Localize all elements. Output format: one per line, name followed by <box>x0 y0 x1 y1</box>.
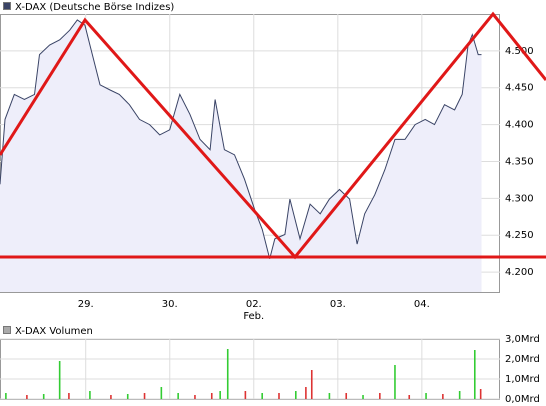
volume-bar <box>26 395 28 399</box>
legend-icon <box>3 326 11 334</box>
y-tick-label: 1,0Mrd <box>505 374 540 385</box>
volume-bar <box>305 387 307 399</box>
volume-bar <box>394 365 396 399</box>
legend-icon <box>3 2 11 10</box>
volume-bar <box>194 395 196 399</box>
volume-bar <box>442 394 444 399</box>
volume-bar <box>110 395 112 399</box>
volume-bar <box>5 393 7 399</box>
volume-bar <box>177 393 179 399</box>
month-label: Feb. <box>243 311 264 322</box>
y-tick-label: 4.400 <box>505 120 534 131</box>
price-line <box>0 19 482 259</box>
volume-plot-frame <box>0 339 500 400</box>
volume-bar <box>328 393 331 399</box>
x-tick-label: 02. <box>246 299 262 310</box>
volume-bar <box>68 393 70 399</box>
volume-bar <box>58 361 61 399</box>
volume-bar <box>261 393 263 399</box>
x-tick-label: 03. <box>330 299 346 310</box>
y-tick-label: 4.500 <box>505 46 534 57</box>
y-tick-label: 0,0Mrd <box>505 394 540 405</box>
volume-bar <box>408 395 411 399</box>
volume-bar <box>345 393 348 399</box>
y-tick-label: 4.300 <box>505 193 534 204</box>
volume-bar <box>362 395 364 399</box>
y-tick-label: 3,0Mrd <box>505 334 540 345</box>
chart-title: X-DAX (Deutsche Börse Indizes) <box>15 2 174 13</box>
volume-bar <box>458 391 461 399</box>
volume-bar <box>219 391 221 399</box>
volume-bar <box>126 394 129 399</box>
x-tick-label: 30. <box>162 299 178 310</box>
volume-title: X-DAX Volumen <box>15 326 93 337</box>
volume-bar <box>89 391 91 399</box>
volume-bar <box>226 349 229 399</box>
y-tick-label: 2,0Mrd <box>505 354 540 365</box>
y-tick-label: 4.350 <box>505 156 534 167</box>
volume-bar <box>310 370 313 399</box>
volume-bar <box>278 393 280 399</box>
price-area <box>0 19 482 293</box>
y-tick-label: 4.250 <box>505 230 534 241</box>
volume-bar <box>294 391 297 399</box>
layer: 4.200 4.250 4.300 4.350 4.400 4.450 4.500 29. 30… <box>0 14 540 405</box>
volume-bar <box>210 393 213 399</box>
volume-bar <box>160 387 163 399</box>
volume-bar <box>479 389 482 399</box>
volume-bar <box>42 394 45 399</box>
volume-bar <box>379 393 381 399</box>
y-tick-label: 4.200 <box>505 267 534 278</box>
x-tick-label: 29. <box>78 299 94 310</box>
volume-bar <box>244 391 247 399</box>
x-tick-label: 04. <box>414 299 430 310</box>
volume-bar <box>143 393 146 399</box>
volume-bar <box>425 393 427 399</box>
y-tick-label: 4.450 <box>505 83 534 94</box>
volume-bar <box>473 350 476 399</box>
